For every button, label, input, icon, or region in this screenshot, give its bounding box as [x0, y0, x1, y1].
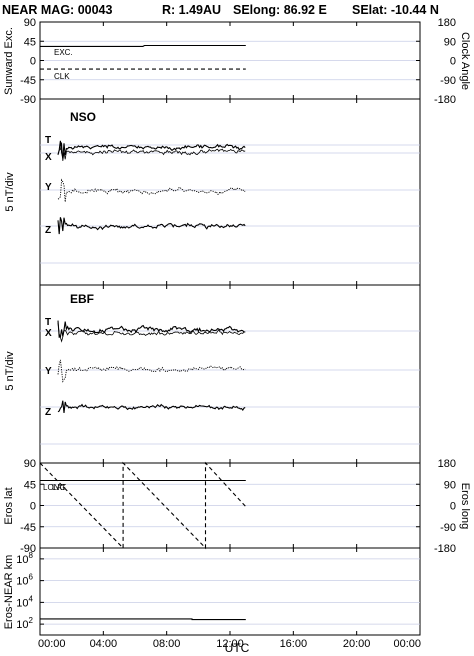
distance-tick: 102	[16, 616, 33, 631]
eros-left-tick: -90	[20, 543, 36, 555]
distance-tick-exponent: 4	[29, 594, 34, 603]
ebf-comp-x: X	[45, 328, 52, 339]
legend-long: LONG	[43, 483, 66, 492]
distance-tick: 104	[16, 594, 33, 609]
nso-t-trace	[57, 140, 246, 159]
nso-comp-t: T	[45, 135, 51, 146]
exc-right-tick: 180	[438, 17, 456, 29]
clock-angle-label: Clock Angle	[459, 32, 471, 90]
distance-label: R: 1.49AU	[162, 3, 221, 17]
x-tick-label: 16:00	[280, 638, 308, 650]
eros-right-tick: 90	[444, 479, 456, 491]
ebf-t-trace	[57, 320, 246, 338]
nso-panel	[39, 98, 421, 286]
selong-label: SElong: 86.92 E	[233, 3, 327, 17]
ebf-y-trace	[57, 359, 246, 383]
ebf-traces	[57, 320, 246, 414]
excursion-traces	[40, 44, 246, 70]
eros-near-km-label: Eros-NEAR km	[3, 555, 15, 630]
x-axis-label: UTC	[225, 641, 250, 655]
ebf-comp-t: T	[45, 317, 51, 328]
axis-ticks	[39, 21, 421, 635]
distance-tick-exponent: 2	[29, 616, 34, 625]
instrument-title: NEAR MAG: 00043	[2, 3, 112, 17]
nso-x-trace	[57, 142, 246, 161]
nso-ylabel: 5 nT/div	[4, 172, 16, 212]
distance-tick-labels: 108 106 104 102	[16, 551, 33, 631]
eros-long-label: Eros long	[459, 483, 471, 529]
legend-exc: EXC.	[54, 48, 73, 57]
x-tick-label: 12:00	[216, 638, 244, 650]
eros-traces	[39, 461, 247, 550]
distance-tick: 106	[16, 573, 33, 588]
x-tick-label: 00:00	[38, 638, 66, 650]
nso-traces	[57, 140, 246, 235]
exc-left-tick: 90	[24, 17, 36, 29]
eros-left-tick: 90	[24, 458, 36, 470]
eros-left-tick: 45	[24, 479, 36, 491]
eros-right-tick: 180	[438, 458, 456, 470]
eros-left-tick-labels: 90 45 0 -45 -90	[20, 458, 36, 555]
ebf-x-trace	[57, 322, 246, 343]
nso-comp-x: X	[45, 152, 52, 163]
x-tick-labels: 00:00 04:00 08:00 12:00 16:00 20:00 00:00	[38, 638, 421, 650]
exc-right-tick: 90	[444, 36, 456, 48]
ebf-ylabel: 5 nT/div	[4, 351, 16, 391]
legend-lat: LAT	[52, 483, 66, 492]
exc-right-tick-labels: 180 90 0 -90 -180	[434, 17, 456, 106]
eros-right-tick: -180	[434, 543, 456, 555]
exc-left-tick: 45	[24, 36, 36, 48]
distance-tick-exponent: 6	[29, 573, 34, 582]
nso-comp-y: Y	[45, 182, 52, 193]
legend-clk: CLK	[54, 72, 70, 81]
eros-right-tick-labels: 180 90 0 -90 -180	[434, 458, 456, 555]
ebf-comp-y: Y	[45, 366, 52, 377]
x-tick-label: 20:00	[343, 638, 371, 650]
ebf-panel	[39, 284, 421, 464]
exc-trace	[40, 44, 246, 47]
nso-panel-title: NSO	[70, 110, 96, 124]
exc-left-tick: 0	[30, 56, 36, 68]
exc-left-tick-labels: 90 45 0 -45 -90	[20, 17, 36, 106]
exc-left-tick: -90	[20, 94, 36, 106]
exc-left-tick: -45	[20, 75, 36, 87]
distance-tick: 108	[16, 551, 33, 566]
eros-long-trace	[39, 461, 247, 550]
exc-right-tick: -90	[440, 75, 456, 87]
eros-left-tick: -45	[20, 522, 36, 534]
distance-panel	[39, 547, 421, 636]
ebf-panel-title: EBF	[70, 292, 94, 306]
exc-right-tick: 0	[450, 56, 456, 68]
exc-right-tick: -180	[434, 94, 456, 106]
distance-tick-exponent: 8	[29, 551, 34, 560]
sunward-exc-label: Sunward Exc.	[3, 27, 15, 95]
distance-trace	[40, 618, 246, 621]
ebf-comp-z: Z	[45, 407, 51, 418]
gridlines	[40, 40, 420, 625]
nso-y-trace	[57, 178, 246, 202]
distance-traces	[40, 618, 246, 621]
x-tick-label: 04:00	[90, 638, 118, 650]
nso-z-trace	[57, 217, 246, 235]
eros-right-tick: -90	[440, 522, 456, 534]
selat-label: SElat: -10.44 N	[352, 3, 439, 17]
eros-right-tick: 0	[450, 501, 456, 513]
eros-left-tick: 0	[30, 501, 36, 513]
ebf-z-trace	[57, 400, 246, 414]
x-tick-label: 08:00	[153, 638, 181, 650]
x-tick-label: 00:00	[393, 638, 421, 650]
nso-comp-z: Z	[45, 225, 51, 236]
eros-lat-label: Eros lat	[3, 487, 15, 524]
